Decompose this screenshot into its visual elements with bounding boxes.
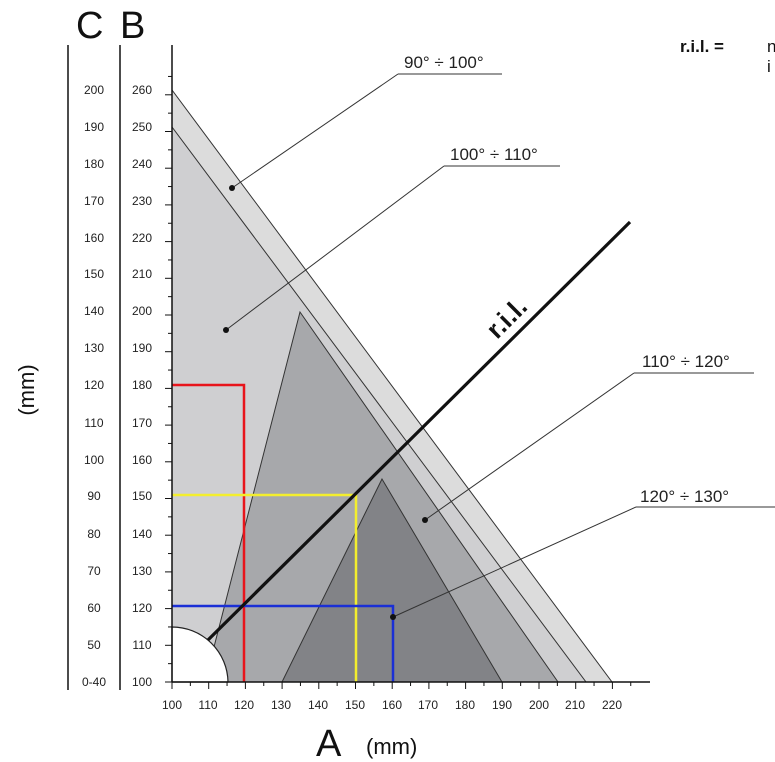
c-tick-label: 90 <box>87 489 101 503</box>
b-tick-label: 240 <box>132 157 152 171</box>
a-axis-unit: (mm) <box>366 734 417 759</box>
a-tick-label: 120 <box>234 698 254 712</box>
zone-label-text: 120° ÷ 130° <box>640 487 729 506</box>
a-tick-label: 160 <box>382 698 402 712</box>
a-tick-label: 220 <box>602 698 622 712</box>
c-tick-label: 170 <box>84 194 104 208</box>
b-tick-label: 170 <box>132 416 152 430</box>
b-tick-label: 190 <box>132 341 152 355</box>
ril-legend-text-line2: i <box>767 57 771 76</box>
c-tick-label: 160 <box>84 231 104 245</box>
c-tick-label: 140 <box>84 304 104 318</box>
a-tick-label: 130 <box>271 698 291 712</box>
zone-label-100-110: 100° ÷ 110° <box>223 145 560 333</box>
c-axis-letter: C <box>76 5 103 47</box>
zone-label-90-100: 90° ÷ 100° <box>229 53 502 191</box>
example-line-red <box>172 383 246 682</box>
b-tick-label: 210 <box>132 267 152 281</box>
origin-quarter-circle <box>171 626 229 683</box>
b-tick-label: 250 <box>132 120 152 134</box>
c-tick-label: 50 <box>87 638 101 652</box>
ril-line <box>206 220 632 642</box>
b-tick-label: 220 <box>132 231 152 245</box>
c-tick-label: 120 <box>84 378 104 392</box>
c-tick-label: 60 <box>87 601 101 615</box>
a-tick-label: 180 <box>455 698 475 712</box>
zone-label-text: 90° ÷ 100° <box>404 53 484 72</box>
zone-label-text: 100° ÷ 110° <box>450 145 538 164</box>
a-tick-label: 200 <box>529 698 549 712</box>
b-axis-tick-labels: 100 110 120 130 140 150 160 170 180 190 … <box>132 83 152 689</box>
b-tick-label: 120 <box>132 601 152 615</box>
b-tick-label: 160 <box>132 453 152 467</box>
b-tick-label: 260 <box>132 83 152 97</box>
a-axis-tick-labels: 100 110 120 130 140 150 160 170 180 190 … <box>162 698 622 712</box>
b-axis-letter: B <box>120 5 145 47</box>
b-tick-label: 130 <box>132 564 152 578</box>
a-axis-letter: A <box>316 723 342 762</box>
b-tick-label: 180 <box>132 378 152 392</box>
b-axis-tick-marks <box>165 75 172 683</box>
c-tick-label: 150 <box>84 267 104 281</box>
b-tick-label: 110 <box>132 638 151 652</box>
c-tick-label: 130 <box>84 341 104 355</box>
c-tick-label: 80 <box>87 527 101 541</box>
zone-label-120-130: 120° ÷ 130° <box>390 487 775 620</box>
c-tick-label: 110 <box>84 416 103 430</box>
b-tick-label: 140 <box>132 527 152 541</box>
a-tick-label: 140 <box>308 698 328 712</box>
zone-label-text: 110° ÷ 120° <box>642 352 730 371</box>
a-tick-label: 110 <box>198 698 217 712</box>
vertical-axis-unit: (mm) <box>14 364 39 415</box>
b-tick-label: 230 <box>132 194 152 208</box>
b-tick-label: 200 <box>132 304 152 318</box>
a-axis-tick-marks <box>171 682 632 689</box>
c-tick-label: 100 <box>84 453 104 467</box>
a-tick-label: 190 <box>492 698 512 712</box>
a-tick-label: 210 <box>565 698 585 712</box>
c-tick-label: 70 <box>87 564 101 578</box>
c-axis-tick-labels: 0-40 50 60 70 80 90 100 110 120 130 140 … <box>82 83 106 689</box>
example-line-blue <box>172 604 395 682</box>
c-tick-label: 190 <box>84 120 104 134</box>
c-tick-label: 200 <box>84 83 104 97</box>
a-tick-label: 150 <box>345 698 365 712</box>
b-tick-label: 150 <box>132 489 152 503</box>
a-tick-label: 170 <box>418 698 438 712</box>
b-tick-label: 100 <box>132 675 152 689</box>
ril-legend-text-line1: n <box>767 37 775 56</box>
a-tick-label: 100 <box>162 698 182 712</box>
ril-legend-key: r.i.l. = <box>680 37 724 56</box>
ril-line-label: r.i.l. <box>480 291 533 344</box>
ril-legend-note: r.i.l. = n i <box>680 37 775 76</box>
zone-label-110-120: 110° ÷ 120° <box>422 352 754 523</box>
c-tick-label: 180 <box>84 157 104 171</box>
c-tick-label: 0-40 <box>82 675 106 689</box>
